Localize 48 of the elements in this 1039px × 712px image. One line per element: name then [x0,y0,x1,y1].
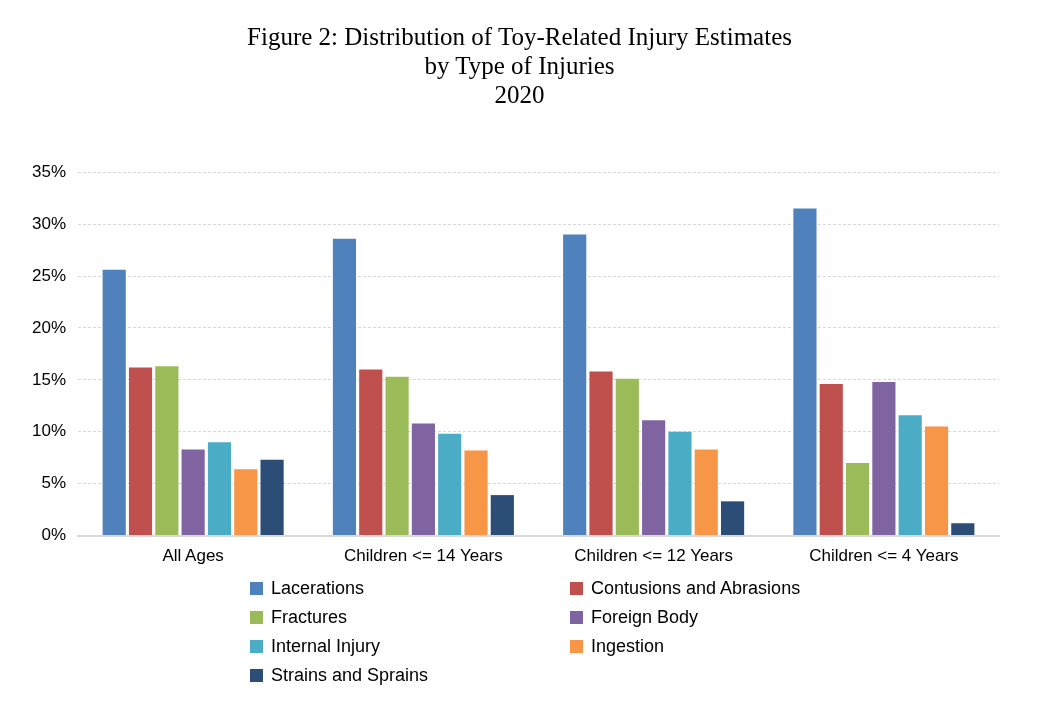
bar [563,234,587,536]
bar [385,376,409,536]
bar [359,369,383,536]
legend-label: Ingestion [591,636,665,657]
legend-label: Foreign Body [591,607,699,628]
legend-label: Lacerations [271,578,365,599]
bar [438,433,462,536]
y-tick-label: 35% [31,161,67,181]
bar [207,442,232,536]
y-tick-label: 30% [31,213,67,233]
chart-title: Figure 2: Distribution of Toy-Related Injury Estimates by Type of Injuries 2020 [246,22,793,109]
x-tick-label: Children <= 12 Years [574,546,734,566]
legend-label: Strains and Sprains [271,665,429,686]
legend-label: Internal Injury [271,636,381,657]
y-tick-label: 10% [31,421,67,441]
legend-label: Contusions and Abrasions [591,578,801,599]
y-tick-label: 20% [31,317,67,337]
y-tick-label: 15% [31,369,67,389]
bar [898,415,922,536]
legend-label: Fractures [271,607,348,628]
bar [951,523,975,536]
bar [819,384,843,536]
bar [234,469,258,536]
bar [642,420,666,536]
bar [924,426,949,536]
bar [155,366,179,536]
bar [411,423,435,536]
bar [181,449,205,536]
bar [260,459,284,536]
y-tick-label: 5% [41,473,67,493]
bar [464,450,488,536]
bar [102,269,126,536]
bar [332,238,357,536]
bar [128,367,153,536]
bar [845,462,870,536]
bar [694,449,718,536]
bar [589,371,613,536]
x-tick-label: Children <= 14 Years [343,546,503,566]
x-tick-label: All Ages [162,546,224,566]
bar [793,208,817,536]
y-tick-label: 25% [31,265,67,285]
bar [615,378,639,536]
y-tick-label: 0% [41,525,67,545]
bar [490,495,514,536]
x-tick-label: Children <= 4 Years [809,546,959,566]
bar [721,501,745,536]
bar [872,381,896,536]
bar [668,431,692,536]
